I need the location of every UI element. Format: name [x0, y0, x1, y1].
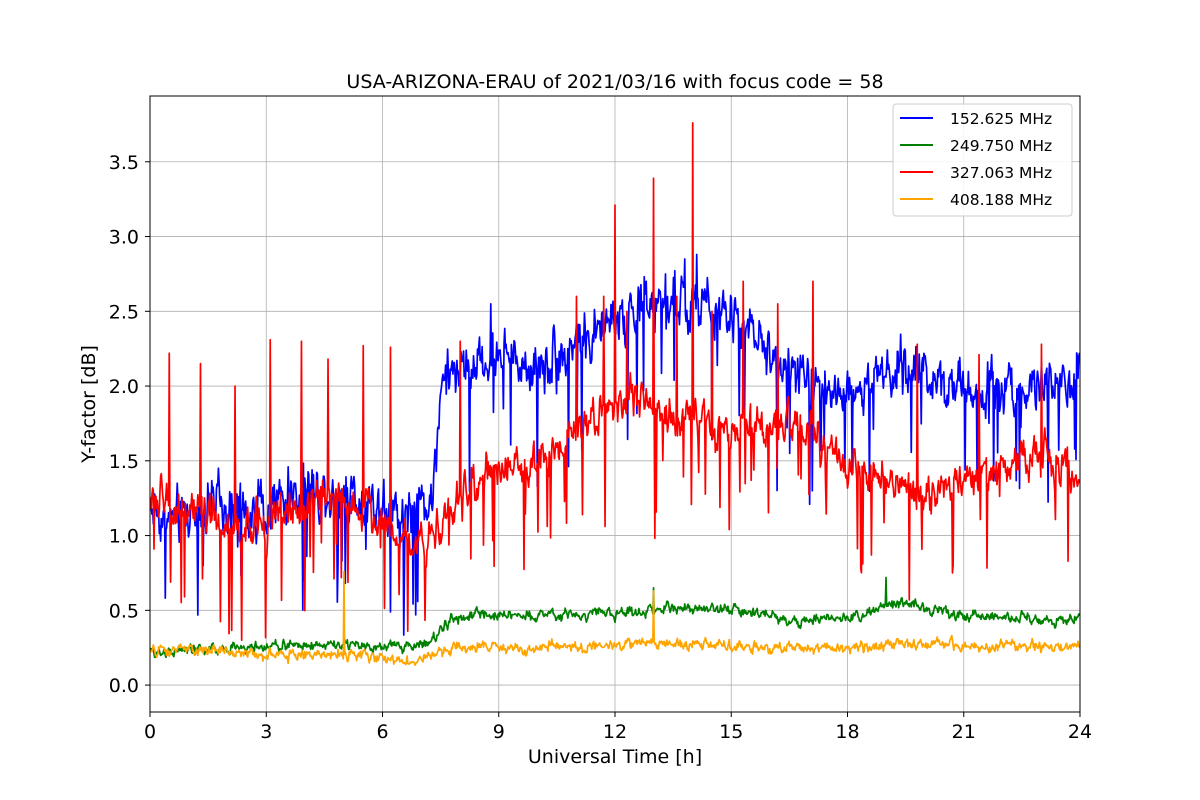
x-tick-label: 0 [144, 721, 156, 743]
legend-label-4: 408.188 MHz [950, 191, 1052, 209]
y-tick-label: 0.0 [109, 675, 139, 697]
x-tick-label: 24 [1068, 721, 1092, 743]
x-axis-ticks: 0 3 6 9 12 15 18 21 24 [144, 712, 1092, 743]
y-tick-label: 1.5 [109, 451, 139, 473]
y-tick-label: 3.5 [109, 152, 139, 174]
legend-label-1: 152.625 MHz [950, 110, 1052, 128]
legend-box [892, 103, 1073, 217]
y-tick-label: 2.0 [109, 376, 139, 398]
legend-label-2: 249.750 MHz [950, 137, 1052, 155]
y-axis-ticks: 0.0 0.5 1.0 1.5 2.0 2.5 3.0 3.5 [109, 152, 150, 697]
x-tick-label: 18 [835, 721, 859, 743]
y-tick-label: 0.5 [109, 600, 139, 622]
series-line-4 [150, 570, 1080, 667]
series-line-2 [150, 576, 1080, 659]
x-tick-label: 6 [376, 721, 388, 743]
x-tick-label: 9 [493, 721, 505, 743]
x-axis-label: Universal Time [h] [528, 746, 702, 768]
series-layer [150, 122, 1080, 667]
legend: 152.625 MHz 249.750 MHz 327.063 MHz 408.188… [892, 103, 1073, 217]
x-tick-label: 12 [603, 721, 627, 743]
series-line-3 [150, 122, 1080, 642]
y-tick-label: 3.0 [109, 227, 139, 249]
y-axis-label: Y-factor [dB] [78, 345, 100, 464]
x-tick-label: 15 [719, 721, 743, 743]
legend-label-3: 327.063 MHz [950, 164, 1052, 182]
y-tick-label: 1.0 [109, 526, 139, 548]
y-tick-label: 2.5 [109, 301, 139, 323]
x-tick-label: 21 [952, 721, 976, 743]
x-tick-label: 3 [260, 721, 272, 743]
chart-title: USA-ARIZONA-ERAU of 2021/03/16 with focu… [346, 71, 883, 93]
